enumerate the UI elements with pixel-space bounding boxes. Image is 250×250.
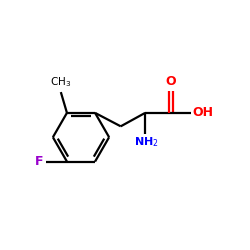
Text: O: O	[166, 75, 176, 88]
Text: F: F	[35, 155, 44, 168]
Text: OH: OH	[193, 106, 214, 120]
Text: NH$_2$: NH$_2$	[134, 136, 159, 149]
Text: CH$_3$: CH$_3$	[50, 75, 72, 89]
